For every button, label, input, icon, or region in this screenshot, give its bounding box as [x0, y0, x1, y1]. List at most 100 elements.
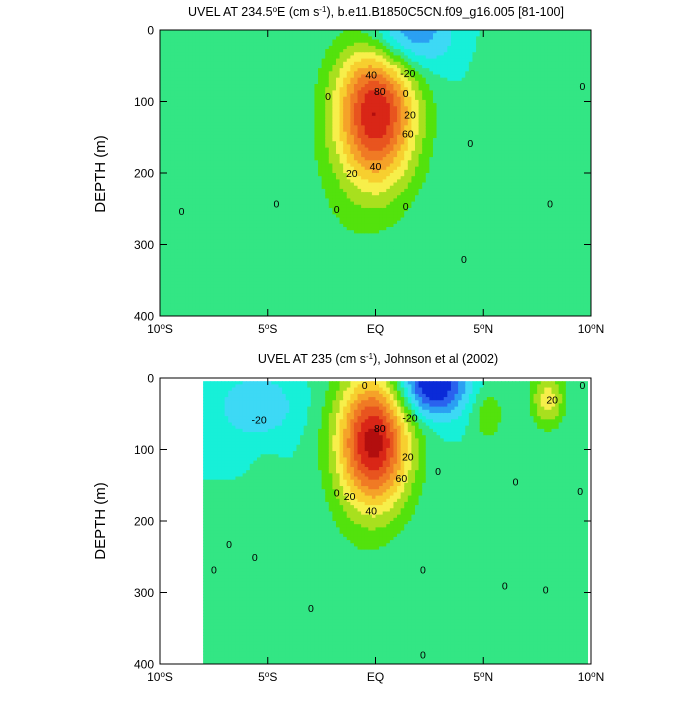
contour-cell [246, 198, 251, 203]
contour-cell [242, 84, 247, 88]
contour-cell [239, 166, 244, 171]
contour-cell [318, 220, 323, 225]
contour-cell [282, 166, 287, 171]
contour-cell [332, 90, 337, 95]
contour-cell [239, 109, 244, 114]
contour-cell [260, 118, 265, 123]
contour-cell [274, 39, 280, 44]
contour-cell [300, 179, 305, 184]
contour-cell [292, 233, 298, 238]
contour-cell [332, 188, 337, 193]
contour-cell [321, 138, 326, 142]
contour-cell [307, 109, 312, 114]
contour-cell [303, 64, 308, 69]
contour-cell [221, 246, 226, 250]
contour-cell [289, 287, 294, 292]
contour-cell [195, 169, 201, 174]
contour-cell [282, 198, 287, 203]
contour-cell [325, 147, 330, 152]
contour-cell [188, 122, 193, 126]
contour-cell [167, 52, 172, 57]
contour-cell [339, 87, 344, 91]
contour-cell [310, 90, 316, 95]
contour-cell [271, 150, 276, 155]
contour-cell [185, 153, 190, 158]
contour-cell [314, 52, 319, 57]
contour-cell [285, 207, 290, 212]
contour-cell [228, 287, 233, 292]
contour-cell [339, 192, 344, 196]
contour-cell [307, 153, 312, 158]
contour-cell [296, 192, 301, 196]
contour-cell [224, 157, 229, 161]
contour-cell [177, 265, 183, 269]
contour-cell [195, 45, 201, 50]
contour-cell [307, 217, 312, 222]
contour-cell [303, 284, 308, 288]
contour-cell [242, 87, 247, 91]
contour-cell [296, 252, 301, 257]
contour-cell [325, 30, 330, 34]
contour-cell [206, 271, 211, 276]
contour-cell [267, 52, 272, 57]
contour-cell [328, 265, 333, 269]
contour-cell [174, 309, 179, 314]
contour-cell [163, 131, 168, 136]
contour-cell [292, 153, 298, 158]
contour-cell [231, 169, 237, 174]
contour-cell [314, 258, 319, 263]
contour-cell [350, 103, 355, 107]
contour-cell [285, 99, 290, 104]
contour-cell [343, 271, 348, 276]
contour-cell [325, 220, 330, 225]
contour-cell [231, 134, 237, 139]
contour-cell [350, 265, 355, 269]
contour-cell [228, 296, 233, 301]
contour-cell [353, 223, 359, 228]
contour-cell [246, 96, 251, 101]
contour-cell [267, 271, 272, 276]
contour-cell [267, 166, 272, 171]
contour-cell [210, 207, 215, 212]
contour-cell [246, 147, 251, 152]
contour-cell [285, 30, 290, 34]
contour-cell [267, 106, 272, 111]
contour-cell [231, 220, 237, 225]
contour-cell [271, 109, 276, 114]
contour-cell [339, 198, 344, 203]
contour-cell [346, 246, 351, 250]
contour-cell [314, 99, 319, 104]
contour-cell [210, 312, 215, 316]
contour-cell [188, 217, 193, 222]
contour-cell [246, 239, 251, 244]
contour-cell [170, 93, 175, 98]
contour-cell [206, 239, 211, 244]
contour-cell [224, 115, 229, 120]
contour-cell [285, 249, 290, 254]
contour-cell [314, 169, 319, 174]
contour-cell [346, 227, 351, 231]
contour-cell [199, 242, 204, 247]
contour-cell [274, 258, 280, 263]
contour-cell [289, 163, 294, 168]
contour-cell [350, 87, 355, 91]
contour-cell [264, 144, 269, 149]
contour-cell [260, 166, 265, 171]
contour-cell [242, 220, 247, 225]
contour-cell [274, 296, 280, 301]
contour-cell [174, 306, 179, 311]
contour-cell [357, 61, 362, 66]
contour-cell [174, 246, 179, 250]
contour-cell [192, 52, 197, 57]
contour-cell [350, 277, 355, 282]
contour-cell [343, 118, 348, 123]
contour-cell [325, 160, 330, 165]
contour-cell [285, 106, 290, 111]
contour-cell [274, 147, 280, 152]
contour-cell [246, 163, 251, 168]
contour-cell [282, 306, 287, 311]
contour-cell [242, 160, 247, 165]
contour-cell [314, 134, 319, 139]
contour-cell [271, 74, 276, 79]
contour-cell [174, 144, 179, 149]
